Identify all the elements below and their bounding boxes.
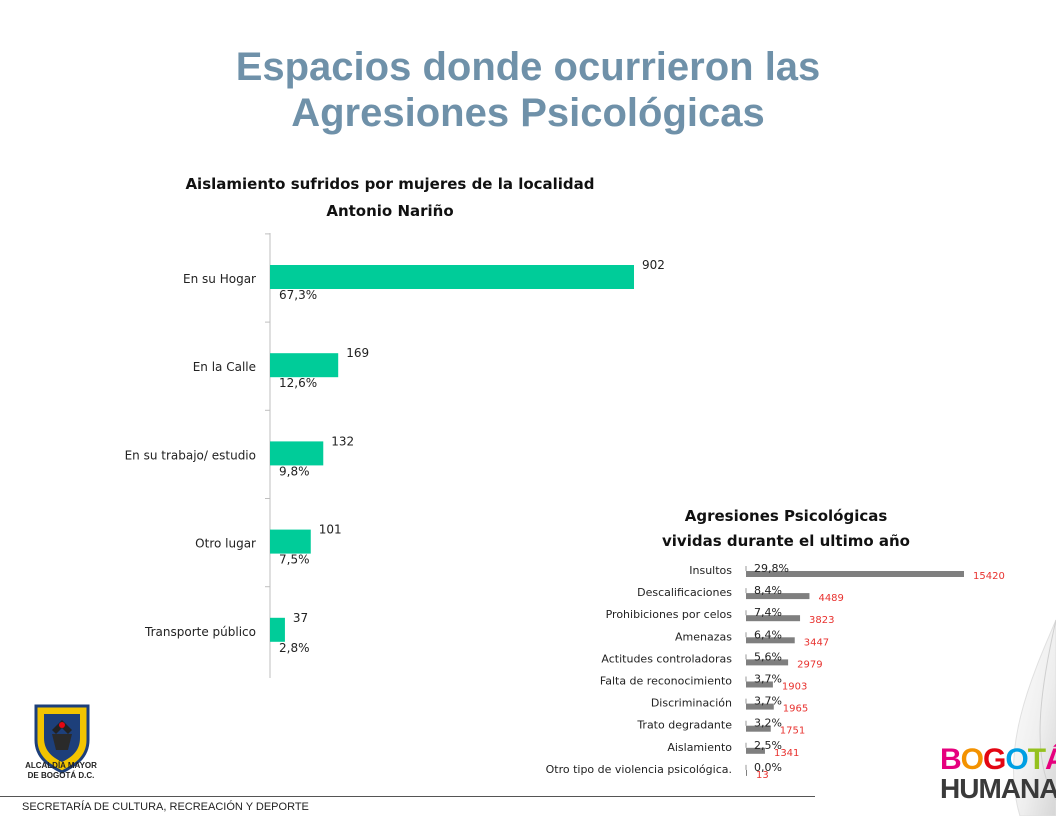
value-label: 3447 — [804, 637, 829, 648]
category-label: Otro lugar — [195, 537, 256, 551]
chart-title-line2: vividas durante el ultimo año — [662, 532, 910, 550]
percent-label: 67,3% — [279, 288, 317, 302]
category-label: Falta de reconocimiento — [600, 675, 732, 688]
percent-label: 3,7% — [754, 695, 782, 708]
footer-divider — [0, 796, 815, 797]
category-label: Aislamiento — [667, 741, 732, 754]
value-label: 2979 — [797, 659, 822, 670]
emblem-label-line2: DE BOGOTÁ D.C. — [27, 771, 95, 780]
bogota-humana-logo: BOGOTÁ HUMANA — [940, 743, 1056, 804]
category-label: Transporte público — [144, 625, 256, 639]
value-label: 13 — [756, 770, 769, 781]
brand-letter: O — [1005, 743, 1028, 776]
brand-letter: G — [983, 743, 1006, 776]
bogota-coat-of-arms-icon — [34, 704, 90, 774]
value-label: 1341 — [774, 748, 799, 759]
slide-title: Espacios donde ocurrieron las Agresiones… — [0, 44, 1056, 136]
percent-label: 9,8% — [279, 464, 310, 478]
brand-logo-line1: BOGOTÁ — [940, 743, 1056, 776]
percent-label: 3,7% — [754, 673, 782, 686]
value-label: 1965 — [783, 704, 808, 715]
brand-logo-line2: HUMANA — [940, 773, 1056, 804]
value-label: 4489 — [818, 593, 843, 604]
percent-label: 29,8% — [754, 562, 789, 575]
bar — [270, 617, 285, 642]
percent-label: 2,5% — [754, 739, 782, 752]
percent-label: 2,8% — [279, 641, 310, 655]
category-label: En su Hogar — [183, 272, 256, 286]
bar — [746, 593, 810, 600]
bar — [270, 441, 324, 466]
bar — [270, 265, 634, 289]
bar — [746, 747, 765, 754]
category-label: Trato degradante — [636, 719, 732, 732]
category-label: Actitudes controladoras — [601, 652, 732, 665]
bar — [270, 353, 339, 378]
percent-label: 6,4% — [754, 628, 782, 641]
percent-label: 3,2% — [754, 717, 782, 730]
chart-places: Aislamiento sufridos por mujeres de la l… — [125, 175, 665, 678]
percent-label: 12,6% — [279, 376, 317, 390]
chart-title-line1: Agresiones Psicológicas — [685, 507, 888, 525]
brand-letter: Á — [1045, 743, 1056, 776]
brand-letter: T — [1027, 743, 1046, 776]
category-label: En su trabajo/ estudio — [125, 448, 256, 462]
bar — [746, 571, 964, 577]
brand-letter: B — [940, 743, 962, 776]
chart-title-line1: Aislamiento sufridos por mujeres de la l… — [185, 175, 594, 193]
value-label: 3823 — [809, 615, 834, 626]
value-label: 902 — [642, 258, 665, 272]
category-label: Prohibiciones por celos — [606, 608, 733, 621]
slide-title-line2: Agresiones Psicológicas — [291, 91, 765, 135]
value-label: 37 — [293, 611, 308, 625]
category-label: En la Calle — [193, 360, 256, 374]
emblem-label-line1: ALCALDÍA MAYOR — [25, 761, 97, 770]
percent-label: 7,4% — [754, 606, 782, 619]
category-label: Descalificaciones — [637, 586, 732, 599]
chart-title-line2: Antonio Nariño — [326, 202, 453, 220]
category-label: Insultos — [689, 564, 732, 577]
bar — [746, 659, 789, 666]
page-curl-decoration — [1013, 619, 1056, 816]
value-label: 132 — [331, 434, 354, 448]
bar — [746, 769, 747, 776]
value-label: 1903 — [782, 682, 807, 693]
percent-label: 8,4% — [754, 584, 782, 597]
value-label: 15420 — [973, 571, 1005, 582]
bar — [746, 725, 771, 732]
percent-label: 7,5% — [279, 553, 310, 567]
brand-letter: O — [960, 743, 984, 776]
category-label: Discriminación — [651, 697, 732, 710]
percent-label: 5,6% — [754, 650, 782, 663]
bar — [746, 703, 774, 710]
value-label: 101 — [319, 523, 342, 537]
bar — [746, 637, 795, 644]
footer-text: SECRETARÍA DE CULTURA, RECREACIÓN Y DEPO… — [22, 801, 309, 813]
bar — [746, 615, 801, 622]
value-label: 1751 — [780, 726, 805, 737]
category-label: Otro tipo de violencia psicológica. — [546, 763, 732, 776]
slide-title-line1: Espacios donde ocurrieron las — [235, 45, 821, 89]
category-label: Amenazas — [675, 630, 732, 643]
chart-psychological-aggressions: Agresiones Psicológicas vividas durante e… — [546, 507, 1005, 781]
percent-label: 0,0% — [754, 761, 782, 774]
bar — [746, 681, 773, 688]
value-label: 169 — [346, 346, 369, 360]
bar — [270, 529, 311, 554]
